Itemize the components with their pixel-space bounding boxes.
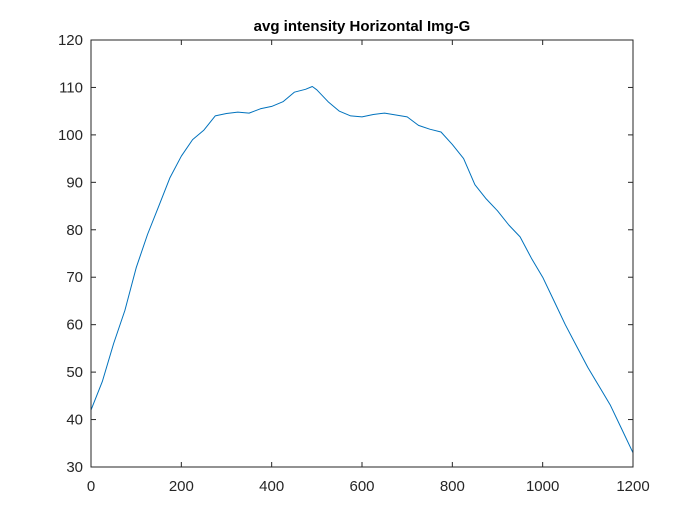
y-tick-label: 70 (66, 269, 83, 286)
series-line (90, 86, 634, 454)
y-tick-label: 120 (58, 32, 83, 49)
x-tick-label: 200 (169, 478, 194, 495)
y-tick-label: 40 (66, 412, 83, 429)
x-tick-label: 800 (440, 478, 465, 495)
series-layer (90, 86, 634, 454)
y-tick-label: 80 (66, 222, 83, 239)
x-tick-label: 1200 (616, 478, 649, 495)
y-tick-label: 110 (59, 79, 83, 96)
x-tick-label: 400 (259, 478, 284, 495)
x-tick-label: 1000 (526, 478, 559, 495)
y-tick-label: 60 (66, 317, 83, 334)
x-tick-label: 0 (87, 478, 95, 495)
chart-title: avg intensity Horizontal Img-G (254, 18, 471, 35)
x-tick-label: 600 (349, 478, 374, 495)
axis-ticks: 0 200 400 600 800 1000 1200 30 40 50 60 70 80 90 100 11… (58, 32, 650, 495)
y-tick-label: 90 (66, 174, 83, 191)
axes-box (90, 39, 634, 468)
y-tick-label: 50 (66, 364, 83, 381)
y-tick-label: 30 (66, 459, 83, 476)
y-tick-label: 100 (58, 127, 83, 144)
plot-area (91, 40, 633, 467)
